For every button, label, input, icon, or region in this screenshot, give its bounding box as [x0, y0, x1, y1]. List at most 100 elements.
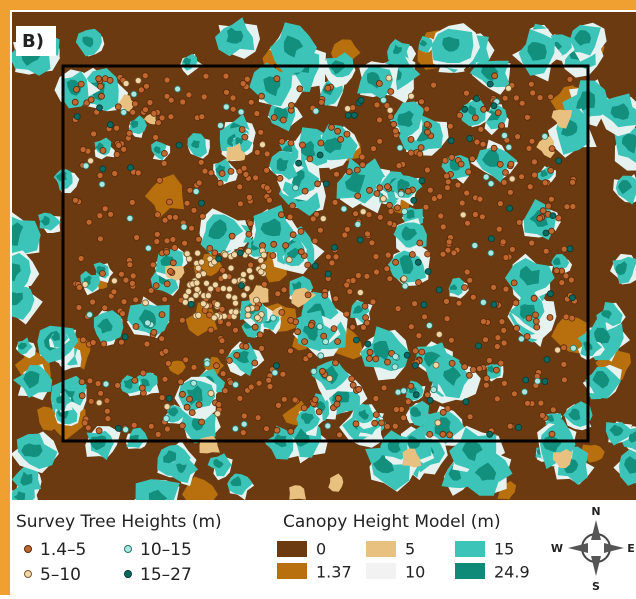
survey-tree	[528, 81, 534, 87]
survey-tree	[427, 431, 433, 437]
survey-tree	[183, 357, 189, 363]
survey-tree	[176, 142, 182, 148]
survey-tree	[97, 236, 103, 242]
survey-tree	[246, 194, 252, 200]
survey-tree	[219, 348, 225, 354]
survey-tree	[150, 262, 156, 268]
survey-tree	[196, 402, 202, 408]
survey-tree	[187, 396, 193, 402]
survey-tree	[238, 109, 244, 115]
survey-tree	[297, 86, 303, 92]
survey-tree	[418, 145, 424, 151]
survey-tree	[164, 249, 170, 255]
survey-tree	[466, 169, 472, 175]
survey-tree	[230, 95, 236, 101]
survey-tree	[142, 73, 148, 79]
survey-tree	[241, 272, 247, 278]
survey-tree	[231, 278, 237, 284]
survey-tree	[144, 83, 150, 89]
survey-tree	[312, 397, 318, 403]
legend-swatch	[277, 541, 307, 557]
survey-tree	[270, 315, 276, 321]
survey-tree	[476, 343, 482, 349]
survey-tree	[523, 377, 529, 383]
survey-tree	[501, 327, 507, 333]
survey-tree	[392, 423, 398, 429]
survey-tree	[449, 360, 455, 366]
survey-tree	[442, 157, 448, 163]
survey-tree	[535, 378, 541, 384]
survey-tree	[166, 395, 172, 401]
survey-tree	[260, 142, 266, 148]
survey-tree	[281, 396, 287, 402]
survey-tree	[358, 97, 364, 103]
survey-tree	[488, 236, 494, 242]
survey-tree	[168, 97, 174, 103]
survey-tree	[228, 168, 234, 174]
survey-tree	[312, 238, 318, 244]
survey-tree	[253, 175, 259, 181]
survey-tree	[567, 246, 573, 252]
survey-tree	[196, 180, 202, 186]
survey-tree	[444, 185, 450, 191]
survey-tree	[462, 364, 468, 370]
survey-tree	[193, 292, 199, 298]
survey-tree	[544, 357, 550, 363]
survey-tree	[327, 376, 333, 382]
survey-tree	[287, 214, 293, 220]
survey-tree	[480, 299, 486, 305]
compass-east: E	[627, 542, 635, 555]
survey-tree	[82, 420, 88, 426]
survey-tree	[105, 416, 111, 422]
survey-tree	[239, 283, 245, 289]
survey-tree	[120, 311, 126, 317]
survey-tree	[243, 171, 249, 177]
survey-tree	[112, 171, 118, 177]
survey-tree	[325, 271, 331, 277]
survey-tree	[99, 93, 105, 99]
survey-tree	[230, 106, 236, 112]
survey-tree	[547, 315, 553, 321]
survey-tree	[479, 214, 485, 220]
survey-tree	[353, 337, 359, 343]
survey-tree	[415, 259, 421, 265]
survey-tree	[569, 315, 575, 321]
survey-tree	[300, 142, 306, 148]
survey-tree	[338, 136, 344, 142]
survey-tree	[115, 382, 121, 388]
survey-tree	[344, 226, 350, 232]
survey-tree	[331, 326, 337, 332]
survey-tree	[472, 115, 478, 121]
survey-tree	[264, 151, 270, 157]
survey-tree	[240, 430, 246, 436]
survey-tree	[313, 108, 319, 114]
survey-tree	[144, 341, 150, 347]
survey-tree	[127, 262, 133, 268]
survey-tree	[416, 333, 422, 339]
survey-tree	[542, 379, 548, 385]
survey-tree	[342, 232, 348, 238]
survey-tree	[435, 420, 441, 426]
survey-tree	[159, 312, 165, 318]
survey-tree	[507, 423, 513, 429]
survey-tree	[129, 280, 135, 286]
survey-tree	[335, 339, 341, 345]
survey-tree	[217, 180, 223, 186]
survey-tree	[395, 389, 401, 395]
survey-tree	[427, 187, 433, 193]
survey-tree	[87, 378, 93, 384]
survey-tree	[161, 150, 167, 156]
survey-tree	[222, 388, 228, 394]
survey-tree	[431, 82, 437, 88]
survey-tree	[417, 151, 423, 157]
survey-tree	[73, 197, 79, 203]
legend-label: 1.4–5	[40, 540, 86, 560]
survey-tree	[377, 185, 383, 191]
survey-tree	[271, 241, 277, 247]
survey-tree	[258, 257, 264, 263]
survey-tree	[563, 273, 569, 279]
survey-tree	[404, 352, 410, 358]
survey-tree	[78, 256, 84, 262]
survey-tree	[179, 317, 185, 323]
survey-tree	[241, 421, 247, 427]
